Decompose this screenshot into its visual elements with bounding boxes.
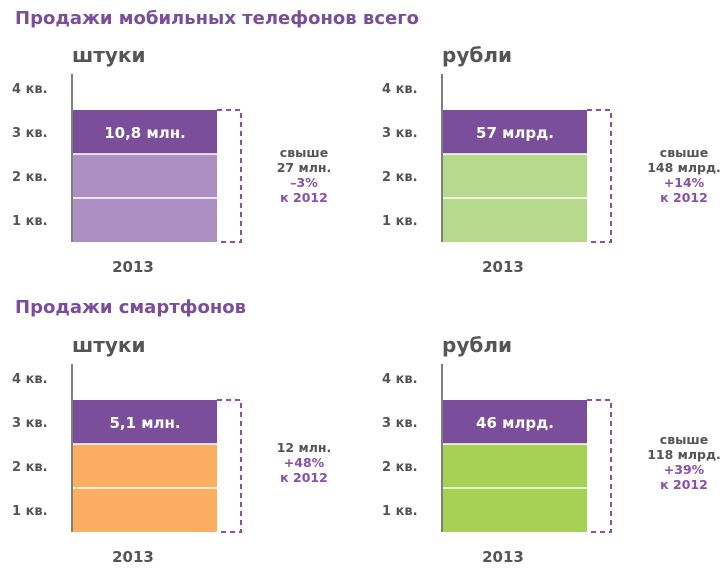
section-title-smartphones: Продажи смартфонов [15, 297, 247, 318]
chart-all-units: 1 кв. 2 кв. 3 кв. 4 кв. 10,8 млн. 2013 [12, 74, 242, 276]
bar-segment-1 кв. [443, 198, 587, 242]
annotation-line2: 118 млрд. [647, 447, 720, 462]
tick-label: 4 кв. [382, 372, 418, 387]
projection-outline [587, 399, 612, 533]
annotation-line1: свыше [659, 432, 709, 447]
chart-smart-rubles: 1 кв. 2 кв. 3 кв. 4 кв. 46 млрд. 2013 [382, 364, 612, 566]
annotation-change: –3% [290, 175, 318, 190]
annotation: свыше 27 млн. –3% к 2012 [254, 145, 354, 205]
annotation-line2: 27 млн. [276, 160, 332, 175]
tick-label: 3 кв. [12, 416, 48, 431]
panel-smart-rubles: рубли 1 кв. 2 кв. 3 кв. 4 кв. 46 млрд. 2013 с… [380, 333, 720, 573]
panel-all-units: штуки 1 кв. 2 кв. 3 кв. 4 кв. 10,8 млн. 2013 … [10, 43, 340, 283]
annotation-line4: к 2012 [660, 477, 708, 492]
value-label: 57 млрд. [476, 124, 554, 142]
tick-label: 2 кв. [382, 460, 418, 475]
x-tick-label: 2013 [112, 258, 154, 276]
annotation: свыше 118 млрд. +39% к 2012 [634, 432, 720, 492]
bar-segment-3 кв. [73, 110, 217, 154]
annotation-line4: к 2012 [280, 470, 328, 485]
unit-label: рубли [442, 333, 512, 357]
tick-label: 3 кв. [382, 126, 418, 141]
projection-outline [217, 109, 242, 243]
tick-label: 3 кв. [382, 416, 418, 431]
value-label: 5,1 млн. [109, 414, 180, 432]
annotation: свыше 148 млрд. +14% к 2012 [634, 145, 720, 205]
bar-segment-2 кв. [73, 154, 217, 198]
tick-label: 2 кв. [12, 170, 48, 185]
annotation-line1: свыше [659, 145, 709, 160]
tick-label: 1 кв. [382, 504, 418, 519]
tick-label: 1 кв. [12, 504, 48, 519]
bar-segment-2 кв. [443, 154, 587, 198]
projection-outline [587, 109, 612, 243]
annotation-line4: к 2012 [660, 190, 708, 205]
annotation-line2: 148 млрд. [647, 160, 720, 175]
x-tick-label: 2013 [482, 548, 524, 566]
tick-label: 1 кв. [12, 214, 48, 229]
x-tick-label: 2013 [112, 548, 154, 566]
annotation-line2: 12 млн. [276, 440, 332, 455]
value-label: 10,8 млн. [104, 124, 186, 142]
chart-smart-units: 1 кв. 2 кв. 3 кв. 4 кв. 5,1 млн. 2013 [12, 364, 242, 566]
unit-label: штуки [72, 333, 146, 357]
tick-label: 4 кв. [382, 82, 418, 97]
section-title-all-phones: Продажи мобильных телефонов всего [15, 8, 419, 29]
annotation-change: +39% [663, 462, 705, 477]
bar-segment-2 кв. [73, 444, 217, 488]
bar-segment-1 кв. [443, 488, 587, 532]
bar-segment-3 кв. [443, 400, 587, 444]
tick-label: 4 кв. [12, 372, 48, 387]
bar-segment-1 кв. [73, 198, 217, 242]
bar-segment-3 кв. [73, 400, 217, 444]
tick-label: 1 кв. [382, 214, 418, 229]
projection-outline [217, 399, 242, 533]
bar-segment-1 кв. [73, 488, 217, 532]
value-label: 46 млрд. [476, 414, 554, 432]
bar-segment-2 кв. [443, 444, 587, 488]
unit-label: штуки [72, 43, 146, 67]
chart-all-rubles: 1 кв. 2 кв. 3 кв. 4 кв. 57 млрд. 2013 [382, 74, 612, 276]
x-tick-label: 2013 [482, 258, 524, 276]
unit-label: рубли [442, 43, 512, 67]
annotation-line4: к 2012 [280, 190, 328, 205]
tick-label: 4 кв. [12, 82, 48, 97]
annotation-change: +14% [663, 175, 705, 190]
annotation-change: +48% [283, 455, 325, 470]
bar-segment-3 кв. [443, 110, 587, 154]
panel-all-rubles: рубли 1 кв. 2 кв. 3 кв. 4 кв. 57 млрд. 2013 с… [380, 43, 720, 283]
tick-label: 2 кв. [382, 170, 418, 185]
annotation: 12 млн. +48% к 2012 [254, 440, 354, 485]
annotation-line1: свыше [279, 145, 329, 160]
tick-label: 3 кв. [12, 126, 48, 141]
tick-label: 2 кв. [12, 460, 48, 475]
panel-smart-units: штуки 1 кв. 2 кв. 3 кв. 4 кв. 5,1 млн. 2013 1… [10, 333, 340, 573]
